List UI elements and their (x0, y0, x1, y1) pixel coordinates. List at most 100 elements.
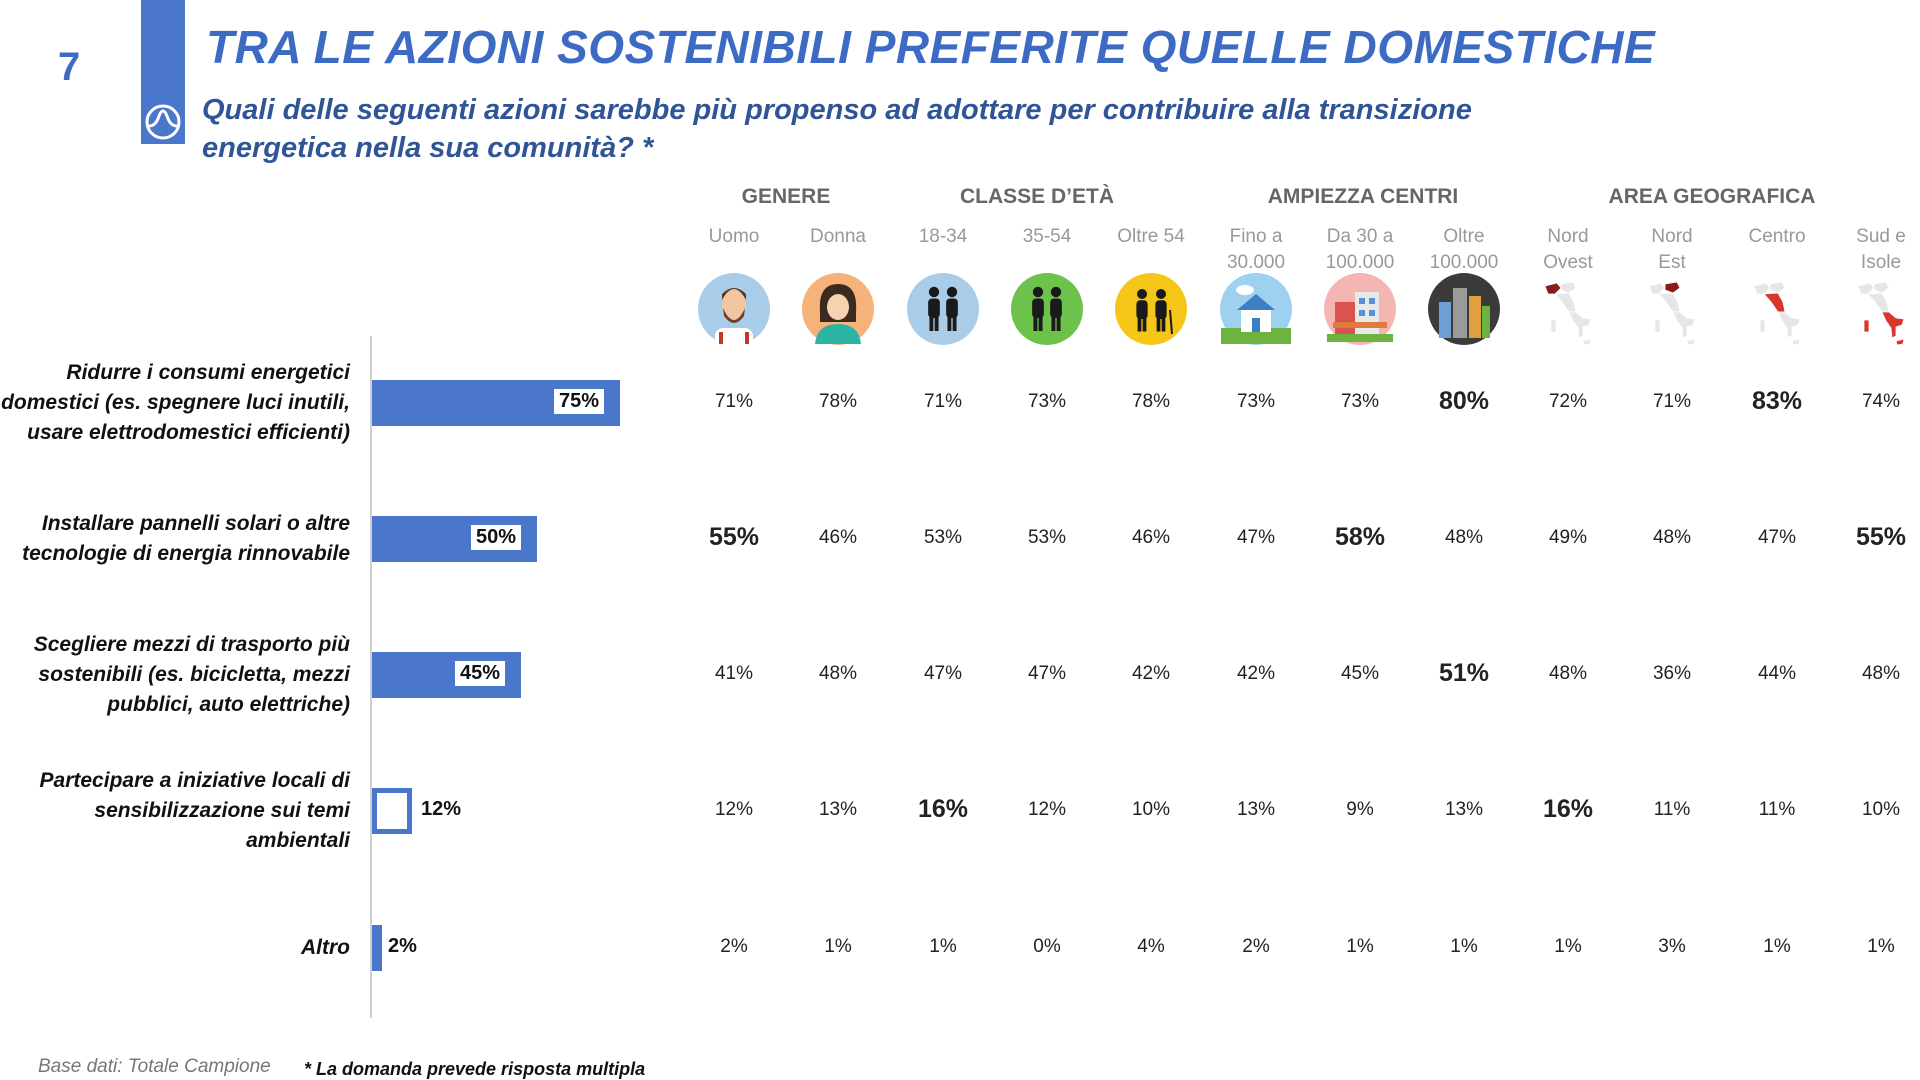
table-cell: 72% (1548, 391, 1588, 412)
table-cell: 48% (1548, 663, 1588, 684)
bar (372, 925, 382, 971)
column-label-line: 35-54 (1022, 226, 1072, 247)
table-cell: 13% (1236, 799, 1276, 820)
row-label: Scegliere mezzi di trasporto più sostenib… (0, 630, 350, 720)
table-cell: 12% (1027, 799, 1067, 820)
town-icon (1324, 273, 1396, 345)
column-label-line: Uomo (708, 226, 760, 247)
column-label: Sud e Isole (1821, 224, 1920, 276)
table-cell: 83% (1751, 387, 1803, 415)
young-couple-icon (907, 273, 979, 345)
table-cell: 48% (1444, 527, 1484, 548)
column-label-line: Est (1658, 252, 1686, 273)
column-label-line: Centro (1748, 226, 1806, 247)
table-cell: 44% (1757, 663, 1797, 684)
table-cell: 1% (1867, 936, 1895, 957)
table-cell: 11% (1758, 799, 1796, 820)
table-cell: 10% (1131, 799, 1171, 820)
row-label-line: Partecipare a iniziative locali di (39, 769, 350, 792)
group-label-ampiezza-centri: AMPIEZZA CENTRI (1267, 185, 1459, 208)
row-label-line: usare elettrodomestici efficienti) (27, 421, 350, 444)
city-icon (1428, 273, 1500, 345)
column-label-line: 100.000 (1325, 252, 1395, 273)
page-number: 7 (58, 45, 81, 89)
column-label-line: 18-34 (918, 226, 968, 247)
table-cell: 16% (917, 795, 969, 823)
table-cell: 9% (1346, 799, 1374, 820)
bar (372, 788, 412, 834)
table-cell: 55% (708, 523, 760, 551)
table-cell: 46% (1131, 527, 1171, 548)
elderly-couple-icon (1115, 273, 1187, 345)
table-cell: 47% (923, 663, 963, 684)
column-label-line: Oltre 54 (1117, 226, 1185, 247)
table-cell: 13% (818, 799, 858, 820)
table-cell: 45% (1340, 663, 1380, 684)
row-label-line: domestici (es. spegnere luci inutili, (1, 391, 350, 414)
italy-map-nw-icon (1544, 281, 1592, 346)
row-label-line: pubblici, auto elettriche) (107, 693, 350, 716)
middle-age-couple-icon (1011, 273, 1083, 345)
table-cell: 53% (923, 527, 963, 548)
house-icon (1220, 273, 1292, 345)
table-cell: 1% (929, 936, 957, 957)
table-cell: 42% (1236, 663, 1276, 684)
row-label: Partecipare a iniziative locali di sensib… (0, 766, 350, 856)
table-cell: 1% (1554, 936, 1582, 957)
table-cell: 12% (714, 799, 754, 820)
table-cell: 47% (1236, 527, 1276, 548)
table-cell: 71% (1652, 391, 1692, 412)
column-label: Centro (1717, 224, 1837, 250)
table-cell: 41% (714, 663, 754, 684)
row-label-line: ambientali (246, 829, 350, 852)
table-cell: 80% (1438, 387, 1490, 415)
table-cell: 42% (1131, 663, 1171, 684)
bar-value-label: 50% (471, 525, 522, 550)
row-label-line: sensibilizzazione sui temi (94, 799, 350, 822)
column-label-line: Da 30 a (1326, 226, 1394, 247)
table-cell: 71% (923, 391, 963, 412)
row-label-line: Ridurre i consumi energetici (66, 361, 350, 384)
column-label-line: Oltre (1443, 226, 1485, 247)
row-label-line: Altro (301, 936, 350, 959)
column-label-line: Sud e (1856, 226, 1906, 247)
row-label-line: sostenibili (es. bicicletta, mezzi (38, 663, 350, 686)
row-label: Altro (0, 933, 350, 963)
table-cell: 13% (1444, 799, 1484, 820)
table-cell: 0% (1033, 936, 1061, 957)
table-cell: 48% (1652, 527, 1692, 548)
column-label-line: Nord (1547, 226, 1589, 247)
row-label: Ridurre i consumi energetici domestici (e… (0, 358, 350, 448)
table-cell: 10% (1861, 799, 1901, 820)
table-cell: 47% (1757, 527, 1797, 548)
column-label: Oltre 54 (1091, 224, 1211, 250)
column-label: 35-54 (987, 224, 1107, 250)
table-cell: 1% (1346, 936, 1374, 957)
column-label-line: 100.000 (1429, 252, 1499, 273)
column-label-line: Nord (1651, 226, 1693, 247)
table-cell: 78% (818, 391, 858, 412)
table-cell: 58% (1334, 523, 1386, 551)
group-label-area-geografica: AREA GEOGRAFICA (1608, 185, 1816, 208)
table-cell: 78% (1131, 391, 1171, 412)
table-cell: 49% (1548, 527, 1588, 548)
man-icon (698, 273, 770, 346)
table-cell: 46% (818, 527, 858, 548)
table-cell: 71% (714, 391, 754, 412)
table-cell: 2% (720, 936, 748, 957)
table-cell: 36% (1652, 663, 1692, 684)
table-cell: 1% (1763, 936, 1791, 957)
footer-base-note: Base dati: Totale Campione (38, 1056, 271, 1077)
table-cell: 1% (824, 936, 852, 957)
table-cell: 55% (1855, 523, 1907, 551)
column-label: 18-34 (883, 224, 1003, 250)
table-cell: 4% (1137, 936, 1165, 957)
column-label: Da 30 a 100.000 (1300, 224, 1420, 276)
row-label-line: Installare pannelli solari o altre (41, 512, 350, 535)
bar-value-label: 75% (554, 389, 605, 414)
row-label-line: Scegliere mezzi di trasporto più (33, 633, 350, 656)
column-label-line: Isole (1860, 252, 1902, 273)
table-cell: 73% (1236, 391, 1276, 412)
italy-map-south-icon (1857, 281, 1905, 346)
column-label: Oltre 100.000 (1404, 224, 1524, 276)
